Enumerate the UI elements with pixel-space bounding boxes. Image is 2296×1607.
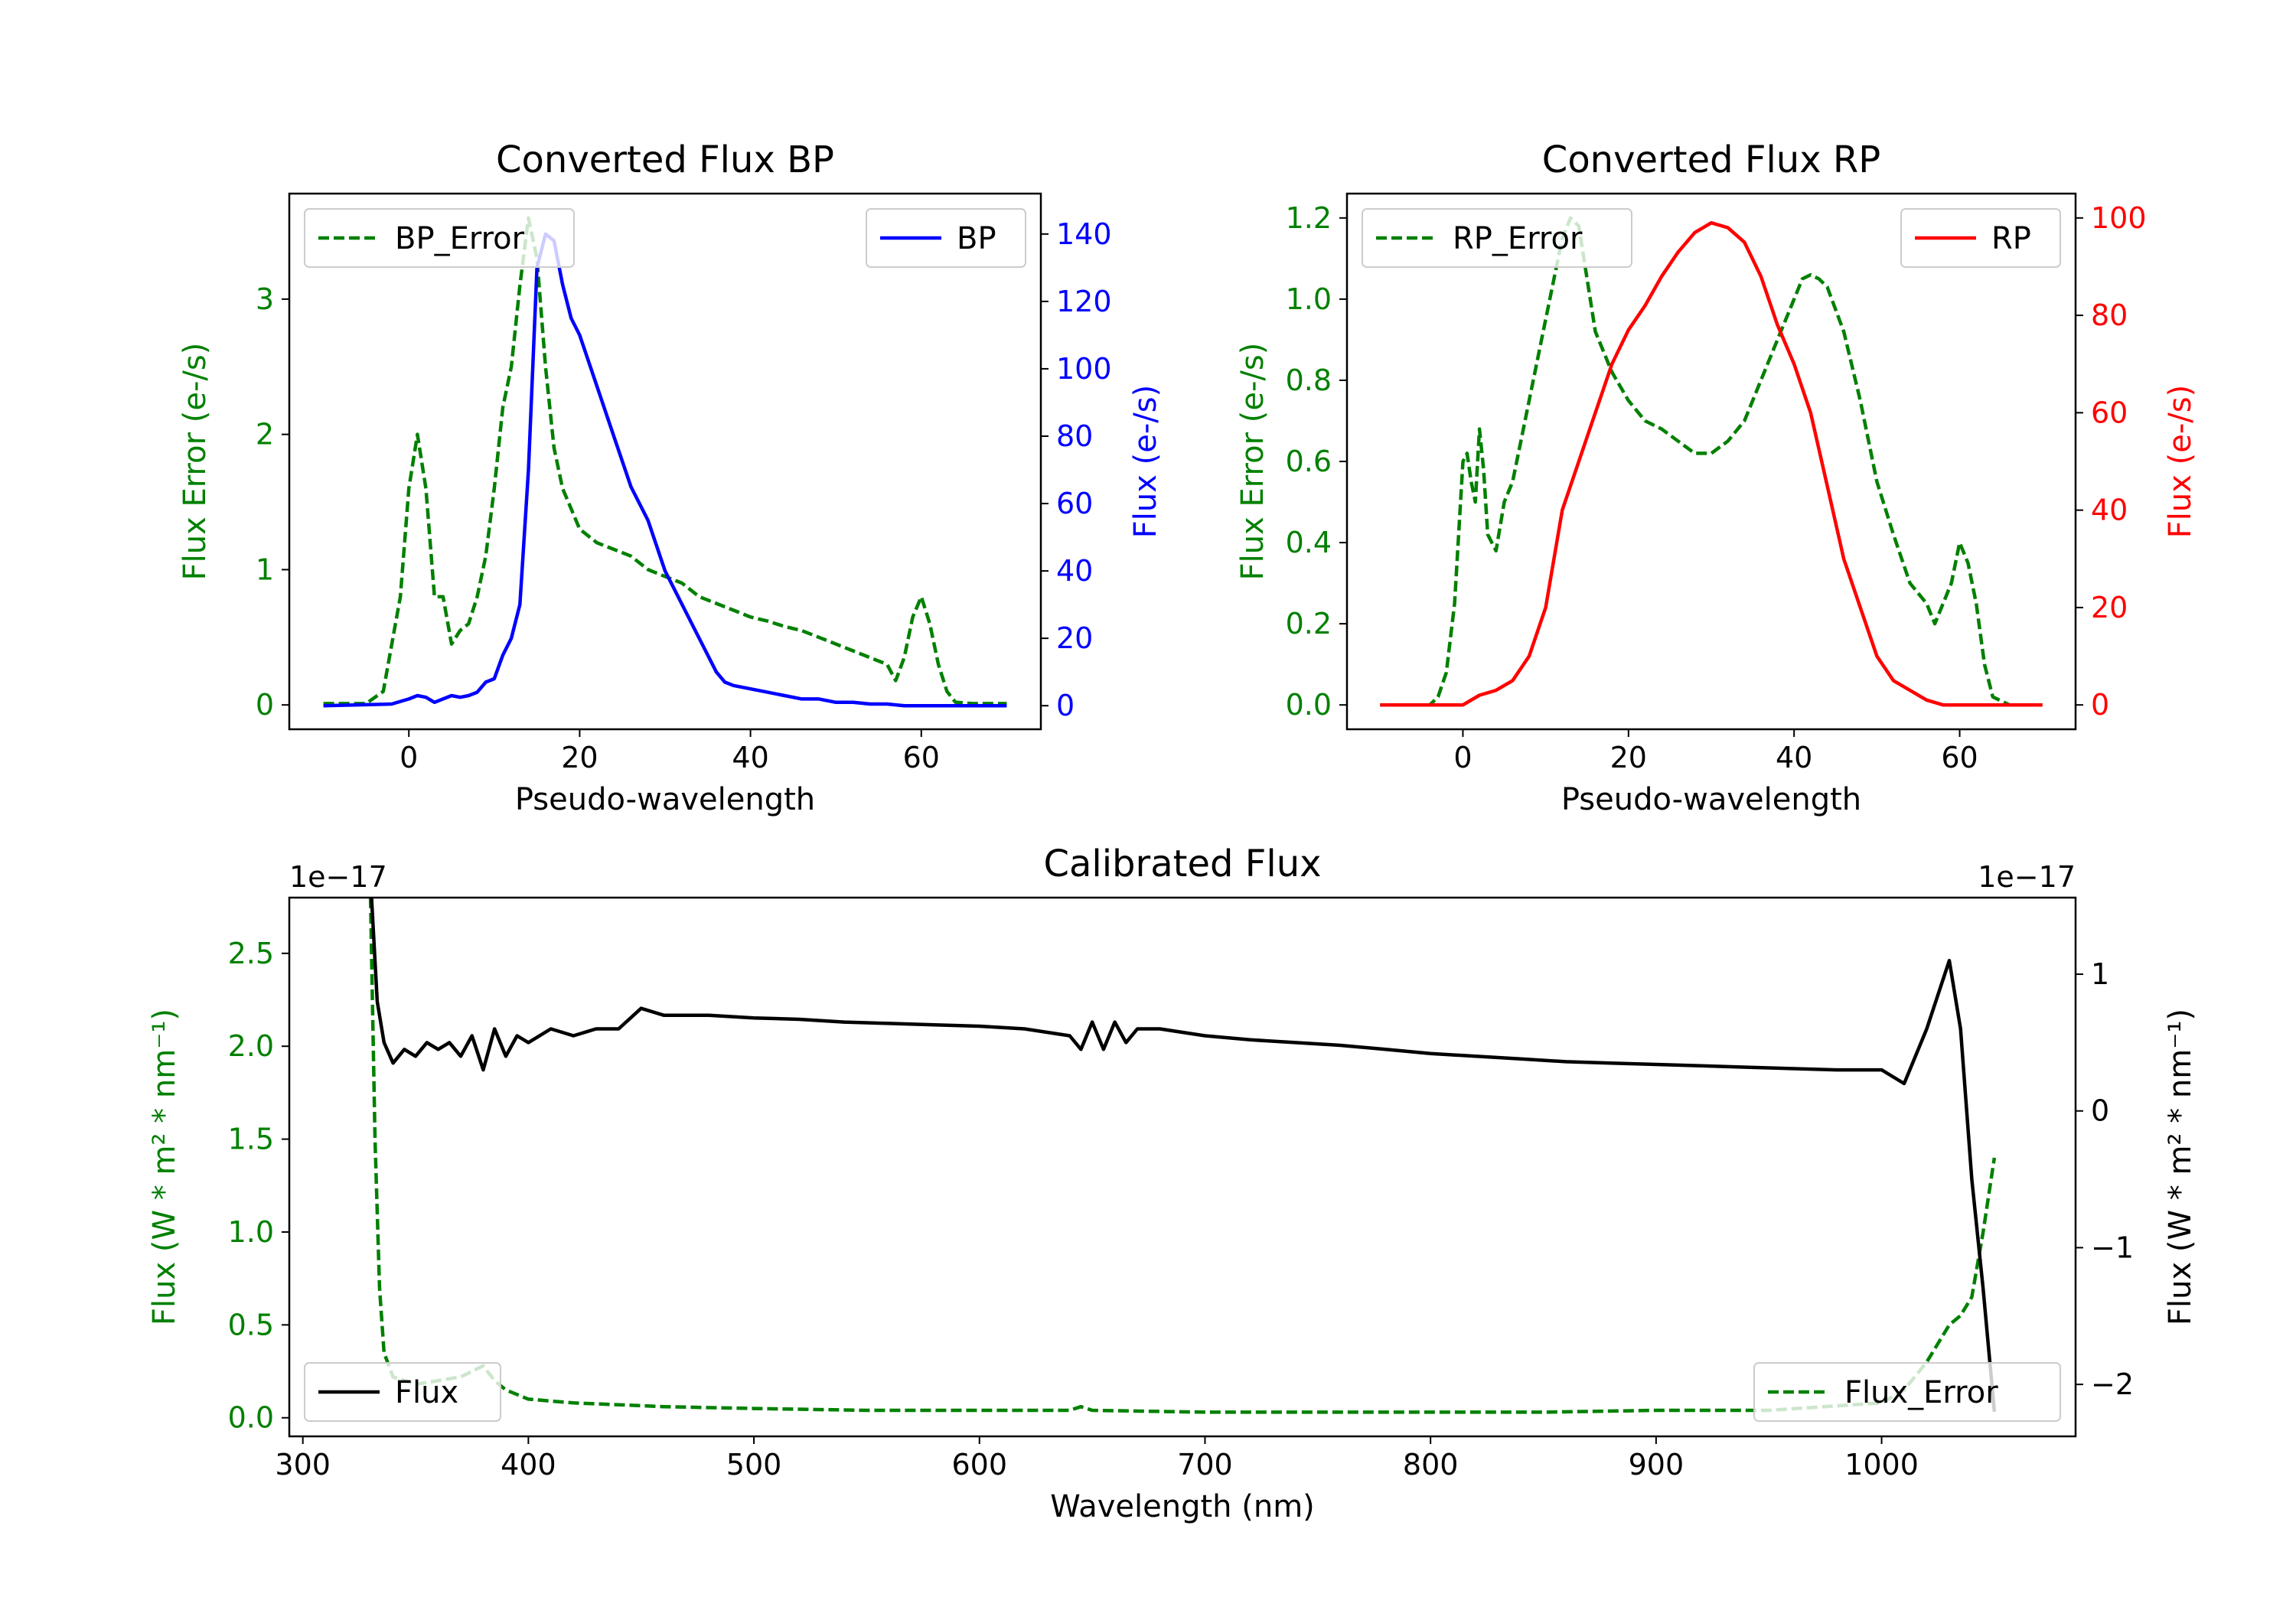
chart-title: Converted Flux BP bbox=[496, 139, 834, 181]
y-left-tick-label: 3 bbox=[256, 282, 274, 316]
legend-label: Flux_Error bbox=[1844, 1375, 1998, 1410]
x-tick-label: 40 bbox=[732, 741, 768, 774]
y-right-tick-label: 140 bbox=[1056, 217, 1112, 251]
y-right-tick-label: 0 bbox=[2091, 688, 2109, 722]
y-right-tick-label: 1 bbox=[2091, 957, 2109, 991]
x-tick-label: 400 bbox=[501, 1448, 556, 1482]
y-left-offset-label: 1e−17 bbox=[289, 860, 387, 894]
y-right-axis-label: Flux (W * m² * nm⁻¹) bbox=[2163, 1009, 2198, 1325]
series-line-bp-error bbox=[323, 216, 1007, 706]
chart-panel-1: BP_Error BP bbox=[282, 192, 1049, 737]
x-tick-label: 700 bbox=[1177, 1448, 1233, 1482]
y-left-axis-label: Flux (W * m² * nm⁻¹) bbox=[147, 1009, 182, 1325]
y-right-tick-label: 0 bbox=[2091, 1094, 2109, 1128]
x-tick-label: 500 bbox=[726, 1448, 782, 1482]
x-tick-label: 1000 bbox=[1844, 1448, 1919, 1482]
y-left-tick-label: 1 bbox=[256, 553, 274, 586]
y-right-tick-label: 40 bbox=[1056, 554, 1093, 588]
legend-label: BP_Error bbox=[395, 221, 525, 256]
legend-bp: BP bbox=[866, 208, 1026, 268]
x-tick-label: 300 bbox=[275, 1448, 331, 1482]
chart-panel-3: Flux Flux_Error bbox=[282, 896, 2083, 1444]
y-right-offset-label: 1e−17 bbox=[1978, 860, 2076, 894]
chart-title: Calibrated Flux bbox=[1043, 843, 1321, 885]
y-right-tick-label: 100 bbox=[1056, 352, 1112, 386]
y-left-tick-label: 0 bbox=[256, 688, 274, 722]
series-line-bp bbox=[323, 232, 1007, 708]
y-right-tick-label: 80 bbox=[2091, 298, 2128, 332]
y-left-tick-label: 2.0 bbox=[228, 1029, 274, 1063]
y-left-tick-label: 0.5 bbox=[228, 1308, 274, 1341]
legend-box bbox=[866, 208, 1026, 268]
legend-flux-error: Flux_Error bbox=[1753, 1362, 2061, 1422]
plot-frame bbox=[288, 896, 2077, 1438]
y-left-tick-label: 0.0 bbox=[228, 1401, 274, 1435]
y-right-axis-label: Flux (e-/s) bbox=[2163, 385, 2198, 538]
y-right-tick-label: −2 bbox=[2091, 1367, 2134, 1401]
y-left-tick-label: 0.2 bbox=[1286, 607, 1332, 641]
y-left-tick-label: 1.5 bbox=[228, 1123, 274, 1156]
x-axis-label: Pseudo-wavelength bbox=[515, 782, 815, 817]
legend-rp: RP bbox=[1900, 208, 2061, 268]
y-left-axis-label: Flux Error (e-/s) bbox=[178, 343, 213, 581]
y-left-tick-label: 0.6 bbox=[1286, 445, 1332, 478]
y-left-tick-label: 2 bbox=[256, 418, 274, 451]
chart-panel-2: RP_Error RP bbox=[1339, 192, 2083, 737]
y-left-tick-label: 0.4 bbox=[1286, 526, 1332, 559]
chart-title: Converted Flux RP bbox=[1542, 139, 1880, 181]
x-tick-label: 600 bbox=[952, 1448, 1008, 1482]
y-right-tick-label: 20 bbox=[1056, 621, 1093, 655]
y-left-axis-label: Flux Error (e-/s) bbox=[1235, 343, 1270, 581]
y-right-tick-label: 20 bbox=[2091, 591, 2128, 624]
y-right-tick-label: 60 bbox=[2091, 396, 2128, 429]
x-tick-label: 20 bbox=[561, 741, 598, 774]
legend-bp-error: BP_Error bbox=[304, 208, 575, 268]
x-tick-label: 0 bbox=[400, 741, 418, 774]
series-line-rp bbox=[1380, 220, 2043, 707]
x-tick-label: 60 bbox=[903, 741, 940, 774]
y-left-tick-label: 1.0 bbox=[228, 1215, 274, 1249]
y-right-tick-label: 60 bbox=[1056, 487, 1093, 520]
x-tick-label: 40 bbox=[1776, 741, 1812, 774]
x-tick-label: 900 bbox=[1629, 1448, 1684, 1482]
legend-label: Flux bbox=[395, 1375, 458, 1410]
y-left-tick-label: 2.5 bbox=[228, 937, 274, 970]
series-line-rp-error bbox=[1380, 216, 2043, 707]
y-left-tick-label: 1.2 bbox=[1286, 201, 1332, 235]
y-right-tick-label: 100 bbox=[2091, 201, 2147, 235]
legend-box bbox=[304, 208, 575, 268]
legend-box bbox=[1753, 1362, 2061, 1422]
legend-flux: Flux bbox=[304, 1362, 501, 1422]
series-line-flux-error bbox=[368, 898, 1997, 1414]
y-left-tick-label: 1.0 bbox=[1286, 282, 1332, 316]
x-axis-label: Wavelength (nm) bbox=[1050, 1489, 1315, 1524]
legend-rp-error: RP_Error bbox=[1362, 208, 1632, 268]
y-right-tick-label: 120 bbox=[1056, 285, 1112, 318]
x-tick-label: 60 bbox=[1941, 741, 1978, 774]
plot-frame bbox=[288, 192, 1042, 731]
y-right-axis-label: Flux (e-/s) bbox=[1128, 385, 1163, 538]
plot-frame bbox=[1345, 192, 2077, 731]
y-right-tick-label: 0 bbox=[1056, 689, 1075, 722]
x-tick-label: 20 bbox=[1610, 741, 1647, 774]
legend-label: RP_Error bbox=[1453, 221, 1583, 256]
y-right-tick-label: 40 bbox=[2091, 494, 2128, 527]
series-line-flux bbox=[370, 898, 1997, 1413]
x-axis-label: Pseudo-wavelength bbox=[1561, 782, 1861, 817]
legend-box bbox=[1900, 208, 2061, 268]
legend-label: BP bbox=[957, 221, 996, 256]
y-right-tick-label: −1 bbox=[2091, 1231, 2134, 1264]
legend-box bbox=[1362, 208, 1632, 268]
legend-box bbox=[304, 1362, 501, 1422]
y-left-tick-label: 0.0 bbox=[1286, 688, 1332, 722]
x-tick-label: 0 bbox=[1453, 741, 1472, 774]
x-tick-label: 800 bbox=[1403, 1448, 1459, 1482]
legend-label: RP bbox=[1991, 221, 2031, 256]
y-left-tick-label: 0.8 bbox=[1286, 363, 1332, 397]
y-right-tick-label: 80 bbox=[1056, 419, 1093, 453]
